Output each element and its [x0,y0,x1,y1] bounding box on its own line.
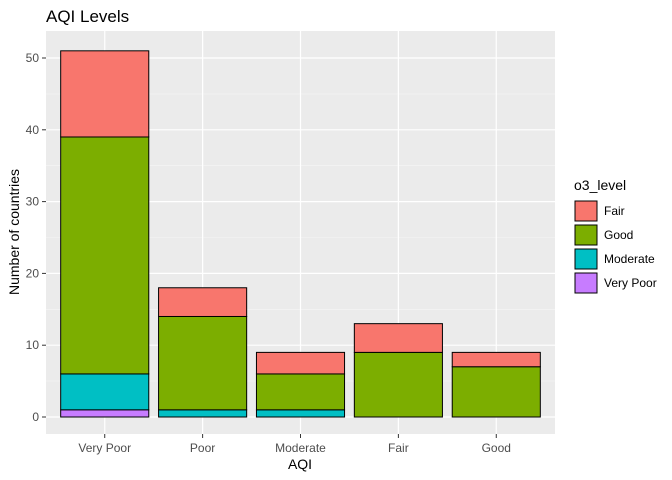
chart-title: AQI Levels [46,7,129,26]
legend-title: o3_level [574,177,626,193]
legend-label-good: Good [604,228,633,242]
bar-segment-good-poor [158,315,248,411]
y-axis: 0 10 20 30 40 50 [26,51,46,424]
bar-segment-fair-fair [353,323,443,353]
bar-segment-moderate-moderate [255,409,346,418]
legend-label-moderate: Moderate [604,252,655,266]
bar-segment-fair-good [451,351,541,368]
bar-segment-good-very-poor [60,136,150,375]
x-tick-label: Good [482,441,511,455]
bar-segment-very-poor-very-poor [60,409,150,418]
bar-segment-good-good [451,366,541,418]
bar-segment-fair-poor [158,287,248,317]
legend-key-fair [574,200,598,222]
x-axis-title: AQI [288,456,312,472]
legend-key-good [574,224,598,246]
y-axis-title: Number of countries [6,169,22,295]
legend-label-very-poor: Very Poor [604,276,657,290]
y-tick-label: 40 [26,123,40,137]
bar-segment-fair-moderate [255,351,346,375]
bars-layer [60,50,541,418]
y-tick-label: 30 [26,195,40,209]
bar-segment-moderate-poor [158,409,248,418]
y-tick-label: 10 [26,338,40,352]
bar-segment-good-fair [353,351,443,418]
x-tick-label: Very Poor [78,441,131,455]
x-tick-label: Moderate [275,441,326,455]
bar-segment-fair-very-poor [60,50,150,138]
x-tick-label: Fair [388,441,409,455]
y-tick-label: 50 [26,51,40,65]
legend-label-fair: Fair [604,204,625,218]
x-axis: Very Poor Poor Moderate Fair Good [78,434,511,455]
x-tick-label: Poor [190,441,215,455]
y-tick-label: 0 [32,410,39,424]
y-tick-label: 20 [26,266,40,280]
legend-key-moderate [574,248,598,270]
legend-key-very-poor [574,272,598,294]
legend: o3_level Fair Good Moderate Very Poor [574,177,657,294]
bar-segment-good-moderate [255,373,346,411]
bar-segment-moderate-very-poor [60,373,150,411]
